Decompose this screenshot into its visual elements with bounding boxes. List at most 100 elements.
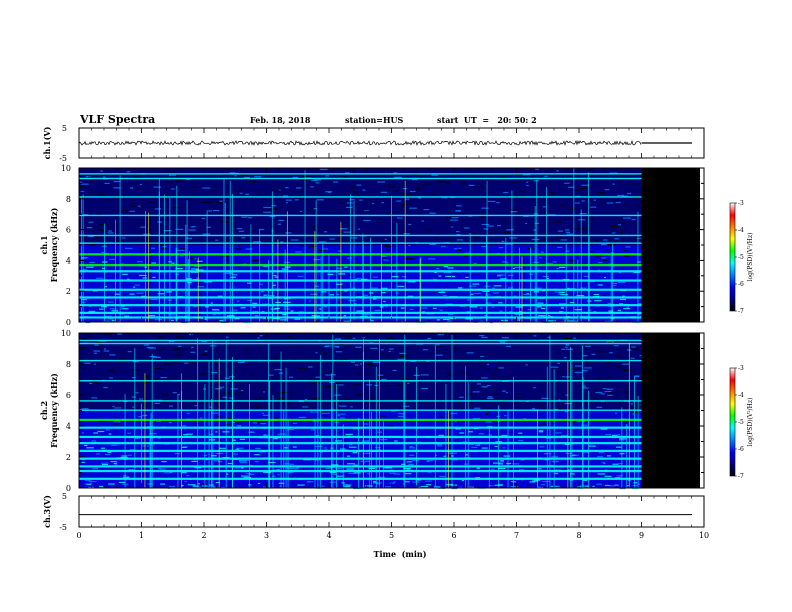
ch2-speckle [297, 367, 305, 369]
ch1-speckle [632, 183, 641, 185]
ch1-speckle [274, 307, 280, 309]
ch2-speckle [510, 486, 519, 488]
ch2-speckle [369, 396, 375, 398]
ch1-speckle [385, 306, 388, 308]
ch2-narrowband-line [79, 342, 642, 345]
ch2-speckle [335, 338, 342, 340]
ch2-ytick-label-6: 6 [66, 391, 71, 400]
ch1-speckle [325, 175, 329, 177]
ch1-colorbar-tick-label--6: -6 [738, 281, 744, 288]
ch2-speckle [455, 428, 461, 430]
ch2-speckle [498, 367, 504, 369]
ch2-speckle [348, 446, 357, 448]
ch2-speckle [339, 405, 347, 407]
ch1-speckle [251, 259, 260, 262]
ch2-speckle [461, 372, 467, 374]
ch1-speckle [613, 284, 617, 287]
ch2-speckle [547, 336, 550, 339]
ch2-speckle [385, 356, 390, 358]
ch1-speckle [621, 176, 625, 178]
ch2-speckle [437, 333, 444, 336]
ch2-speckle [615, 412, 618, 414]
x-tick-label-3: 3 [264, 531, 269, 540]
ch2-speckle [501, 434, 508, 437]
ch1-speckle [559, 311, 564, 313]
ch1-speckle [343, 320, 351, 322]
ch2-speckle [466, 352, 474, 354]
ch2-speckle [381, 378, 387, 381]
ch1-speckle [622, 195, 628, 197]
ch1-speckle [619, 298, 627, 301]
ch2-speckle [612, 434, 618, 436]
ch2-speckle [496, 415, 500, 418]
ch1-speckle [267, 295, 275, 297]
ch2-speckle [407, 382, 410, 385]
ch1-speckle [510, 211, 518, 213]
ch1-speckle [80, 181, 83, 183]
ch1-speckle [634, 236, 640, 238]
ch2-narrowband-line [79, 409, 642, 411]
ch1-speckle [238, 238, 242, 240]
ch1-speckle [429, 212, 436, 214]
ch2-speckle [223, 392, 231, 394]
ch1-narrowband-line [79, 288, 642, 291]
ch1-speckle [557, 293, 563, 295]
ch2-speckle [618, 402, 622, 404]
ch1-speckle [349, 199, 355, 201]
ch1-speckle [523, 293, 532, 296]
ch2-speckle [449, 484, 458, 486]
ch2-speckle [169, 485, 175, 488]
ch1-speckle [113, 180, 121, 183]
ch2-speckle [215, 481, 220, 484]
ch1-speckle [285, 187, 289, 189]
ch1-speckle [618, 224, 622, 226]
ch1-noise-band [79, 283, 642, 287]
ch2-speckle [637, 483, 641, 485]
ch2-speckle [349, 444, 353, 446]
ch1-noise-band [79, 293, 642, 297]
ch1-speckle [542, 206, 546, 208]
ch2-noise-band [79, 374, 642, 378]
ch2-noise-band [79, 482, 642, 486]
ch1-speckle [80, 183, 89, 185]
ch2-speckle [584, 345, 591, 347]
ch2-speckle [236, 447, 244, 449]
ch1-speckle [96, 277, 104, 279]
ch2-speckle [225, 336, 229, 338]
ch1-speckle [336, 293, 340, 296]
ch2-speckle [520, 459, 525, 461]
ch2-speckle [569, 479, 574, 482]
ch2-noise-band [79, 371, 642, 375]
ch1-speckle [285, 202, 288, 204]
ch1-speckle [122, 273, 128, 275]
ch2-speckle [576, 420, 580, 423]
ch1-speckle [401, 276, 407, 278]
ch1-speckle [556, 170, 559, 172]
ch1-noise-band [79, 250, 642, 253]
ch1-speckle [476, 186, 483, 188]
ch2-speckle [531, 480, 538, 482]
ch2-speckle [348, 472, 356, 475]
ch2-noise-band [79, 382, 642, 385]
ch2-speckle [630, 348, 639, 350]
ch1-speckle [500, 319, 508, 322]
ch1-speckle [393, 172, 398, 174]
ch2-speckle [495, 368, 499, 370]
ch1-speckle [197, 286, 205, 288]
ch1-speckle [377, 218, 382, 220]
ch1-speckle [177, 315, 183, 317]
ch2-speckle [541, 397, 549, 399]
ch1-speckle [381, 292, 386, 294]
ch2-speckle [161, 347, 165, 349]
ch2-speckle [274, 417, 280, 419]
ch2-speckle [373, 482, 378, 484]
ch1-speckle [587, 217, 595, 219]
ch2-speckle [113, 423, 120, 425]
ch2-speckle [210, 455, 217, 457]
ch2-speckle [558, 399, 561, 401]
ch1-speckle [311, 315, 317, 317]
ch1-speckle [170, 188, 175, 190]
ch1-speckle [501, 240, 505, 242]
ch1-speckle [457, 249, 462, 252]
ch1-speckle [99, 308, 104, 310]
